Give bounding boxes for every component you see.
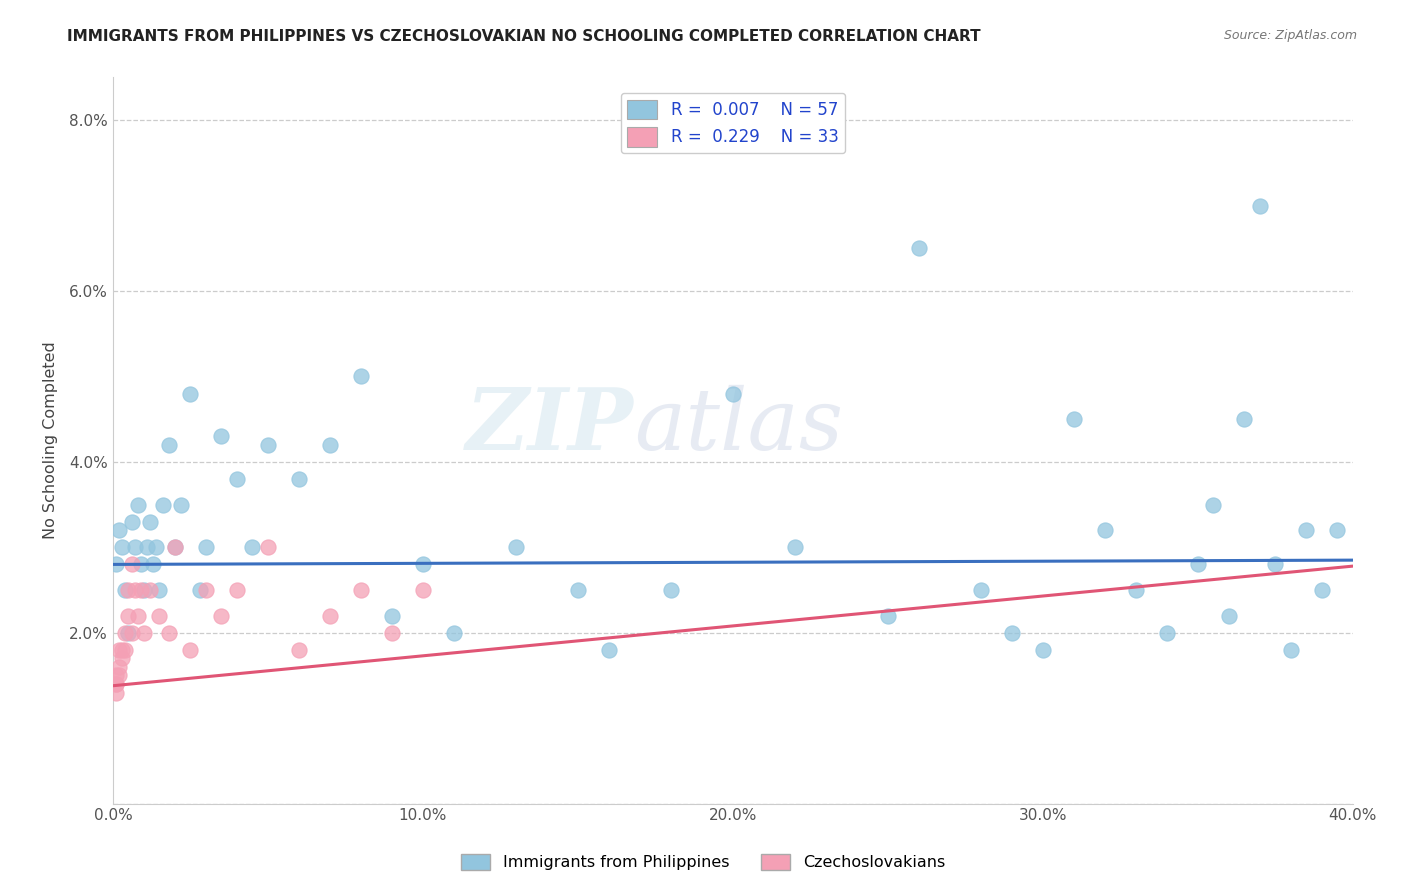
Point [124,582,146,597]
Legend: R =  0.007    N = 57, R =  0.229    N = 33: R = 0.007 N = 57, R = 0.229 N = 33 [620,93,845,153]
Point [124,541,146,555]
Point [163,541,186,555]
Point [1156,625,1178,640]
Point [179,643,201,657]
Point [127,608,149,623]
Point [139,582,162,597]
Point [105,677,128,691]
Point [783,541,806,555]
Point [108,523,131,537]
Point [257,438,280,452]
Point [876,608,898,623]
Y-axis label: No Schooling Completed: No Schooling Completed [44,342,58,540]
Point [226,582,249,597]
Point [288,472,311,486]
Text: atlas: atlas [634,384,842,467]
Point [108,660,131,674]
Point [148,608,170,623]
Point [908,241,931,255]
Point [1233,412,1256,426]
Point [121,625,143,640]
Text: ZIP: ZIP [465,384,634,467]
Point [129,582,152,597]
Point [114,582,136,597]
Point [211,608,233,623]
Point [350,582,373,597]
Point [108,643,131,657]
Point [117,582,139,597]
Point [132,582,155,597]
Point [211,429,233,443]
Point [721,386,744,401]
Point [121,558,143,572]
Point [163,541,186,555]
Point [111,643,134,657]
Point [129,558,152,572]
Point [412,558,434,572]
Point [319,608,342,623]
Point [114,625,136,640]
Point [114,643,136,657]
Point [136,541,159,555]
Point [170,498,193,512]
Point [1001,625,1024,640]
Text: Source: ZipAtlas.com: Source: ZipAtlas.com [1223,29,1357,42]
Point [142,558,165,572]
Point [121,515,143,529]
Point [242,541,264,555]
Point [288,643,311,657]
Point [105,685,128,699]
Point [148,582,170,597]
Point [350,369,373,384]
Legend: Immigrants from Philippines, Czechoslovakians: Immigrants from Philippines, Czechoslova… [454,847,952,877]
Point [127,498,149,512]
Point [1326,523,1348,537]
Point [132,625,155,640]
Point [659,582,682,597]
Point [381,625,404,640]
Point [1125,582,1147,597]
Point [111,651,134,665]
Point [111,541,134,555]
Point [188,582,211,597]
Text: IMMIGRANTS FROM PHILIPPINES VS CZECHOSLOVAKIAN NO SCHOOLING COMPLETED CORRELATIO: IMMIGRANTS FROM PHILIPPINES VS CZECHOSLO… [67,29,981,44]
Point [1310,582,1333,597]
Point [117,625,139,640]
Point [567,582,589,597]
Point [381,608,404,623]
Point [157,438,180,452]
Point [1032,643,1054,657]
Point [505,541,527,555]
Point [1249,198,1271,212]
Point [1202,498,1225,512]
Point [1295,523,1317,537]
Point [1187,558,1209,572]
Point [157,625,180,640]
Point [108,668,131,682]
Point [443,625,465,640]
Point [1279,643,1302,657]
Point [1264,558,1286,572]
Point [1218,608,1240,623]
Point [179,386,201,401]
Point [226,472,249,486]
Point [139,515,162,529]
Point [152,498,174,512]
Point [598,643,620,657]
Point [194,582,217,597]
Point [105,668,128,682]
Point [145,541,167,555]
Point [1063,412,1085,426]
Point [105,677,128,691]
Point [412,582,434,597]
Point [105,558,128,572]
Point [970,582,993,597]
Point [257,541,280,555]
Point [194,541,217,555]
Point [319,438,342,452]
Point [117,608,139,623]
Point [1094,523,1116,537]
